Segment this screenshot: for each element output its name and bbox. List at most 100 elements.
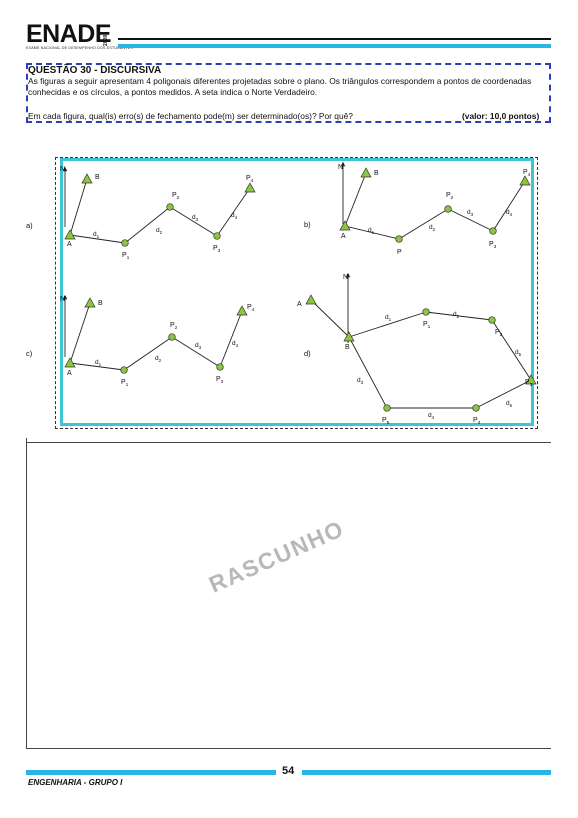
question-text: As figuras a seguir apresentam 4 poligon… xyxy=(28,76,532,97)
point-c-p2 xyxy=(168,333,176,341)
point-a-p3-label: P3 xyxy=(213,245,221,254)
segment-a-1 xyxy=(69,234,126,244)
segment-d-2 xyxy=(425,311,493,321)
point-a-p4 xyxy=(244,182,256,193)
question-value: (valor: 10,0 pontos) xyxy=(462,111,540,121)
segment-b-1 xyxy=(344,225,400,240)
segment-b-0 xyxy=(344,172,367,227)
point-d-b xyxy=(343,331,355,342)
distance-b-d4: d4 xyxy=(506,209,513,217)
point-a-a-label: A xyxy=(67,241,72,248)
point-d-a xyxy=(305,294,317,305)
figure-frame xyxy=(60,158,534,426)
point-d-p3 xyxy=(525,374,537,385)
header-rule-cyan xyxy=(118,44,551,48)
question-title: QUESTÃO 30 - DISCURSIVA xyxy=(28,65,162,76)
point-b-p3-label: P3 xyxy=(489,241,497,250)
point-d-p1 xyxy=(422,308,430,316)
point-b-b xyxy=(360,167,372,178)
point-b-p4-label: P4 xyxy=(523,169,531,178)
segment-d-6 xyxy=(348,336,388,409)
point-b-p2-label: P2 xyxy=(446,192,454,201)
figure-d-label: d) xyxy=(304,349,311,358)
point-c-p3-label: P3 xyxy=(216,376,224,385)
north-arrow-c-label: N xyxy=(60,296,65,303)
point-a-b xyxy=(81,173,93,184)
point-b-b-label: B xyxy=(374,170,379,177)
point-d-p5 xyxy=(383,404,391,412)
north-arrow-d-label: N xyxy=(343,274,348,281)
segment-c-3 xyxy=(171,336,221,368)
point-b-p3 xyxy=(489,227,497,235)
distance-d-d4: d4 xyxy=(428,412,435,420)
point-c-p2-label: P2 xyxy=(170,322,178,331)
distance-d-d2: d2 xyxy=(453,311,460,319)
point-d-p1-label: P1 xyxy=(423,321,431,330)
distance-d-d3: d3 xyxy=(357,377,364,385)
point-d-p2-label: P2 xyxy=(495,329,503,338)
polygonal-figures: a)NABP1P2P3P4d1d2d3d4b)NABPP2P3P4d1d2d3d… xyxy=(60,161,537,426)
point-a-b-label: B xyxy=(95,174,100,181)
figure-c-side-label: c) xyxy=(26,349,33,358)
distance-c-d4: d4 xyxy=(232,340,239,348)
distance-d-d6: d6 xyxy=(506,400,513,408)
segment-d-0 xyxy=(310,299,350,338)
point-d-p3-label: P3 xyxy=(525,379,533,388)
point-d-a-label: A xyxy=(297,301,302,308)
point-a-p1-label: P1 xyxy=(122,252,130,261)
segment-a-2 xyxy=(124,206,171,244)
point-a-p2 xyxy=(166,203,174,211)
point-a-p3 xyxy=(213,232,221,240)
point-a-p1 xyxy=(121,239,129,247)
segment-c-0 xyxy=(69,302,91,364)
segment-a-0 xyxy=(69,178,88,236)
point-d-b-label: B xyxy=(345,344,350,351)
point-c-b-label: B xyxy=(98,300,103,307)
distance-b-d3: d3 xyxy=(467,209,474,217)
figure-outer-border xyxy=(55,157,538,429)
segment-b-4 xyxy=(492,180,526,232)
distance-c-d3: d3 xyxy=(195,342,202,350)
point-d-p4 xyxy=(472,404,480,412)
point-d-p4-label: P4 xyxy=(473,417,481,426)
north-arrow-b-label: N xyxy=(338,164,343,171)
distance-a-d3: d3 xyxy=(192,214,199,222)
point-c-a-label: A xyxy=(67,370,72,377)
segment-d-1 xyxy=(348,311,427,338)
draft-area[interactable] xyxy=(26,442,551,749)
distance-a-d4: d4 xyxy=(231,212,238,220)
distance-c-d2: d2 xyxy=(155,355,162,363)
enade-logo-subtitle: EXAME NACIONAL DE DESEMPENHO DOS ESTUDAN… xyxy=(26,46,133,50)
point-c-b xyxy=(84,297,96,308)
figure-b-label: b) xyxy=(304,220,311,229)
segment-b-2 xyxy=(398,208,449,240)
point-a-p2-label: P2 xyxy=(172,192,180,201)
point-c-a xyxy=(64,357,76,368)
point-a-p4-label: P4 xyxy=(246,175,254,184)
enade-logo: ENADE xyxy=(26,20,112,48)
point-b-p2 xyxy=(444,205,452,213)
distance-b-d1: d1 xyxy=(368,227,375,235)
north-arrow-a-label: N xyxy=(60,166,65,173)
distance-a-d2: d2 xyxy=(156,227,163,235)
point-c-p1-label: P1 xyxy=(121,379,129,388)
point-d-p5-label: P5 xyxy=(382,417,390,426)
point-c-p4 xyxy=(236,305,248,316)
point-b-p4 xyxy=(519,175,531,186)
header-rule-thin xyxy=(118,38,551,40)
footer-course: ENGENHARIA - GRUPO I xyxy=(28,778,123,787)
segment-b-3 xyxy=(447,208,494,232)
question-ask: Em cada figura, qual(is) erro(s) de fech… xyxy=(28,111,353,121)
segment-c-4 xyxy=(219,310,243,368)
point-b-p xyxy=(395,235,403,243)
point-a-a xyxy=(64,229,76,240)
point-c-p3 xyxy=(216,363,224,371)
enade-logo-year: 2008 xyxy=(103,34,109,46)
question-box xyxy=(26,63,551,123)
distance-d-d5: d5 xyxy=(515,349,522,357)
distance-a-d1: d1 xyxy=(93,231,100,239)
point-b-a-label: A xyxy=(341,233,346,240)
segment-d-4 xyxy=(475,379,532,409)
point-d-p2 xyxy=(488,316,496,324)
page-number: 54 xyxy=(282,765,295,777)
